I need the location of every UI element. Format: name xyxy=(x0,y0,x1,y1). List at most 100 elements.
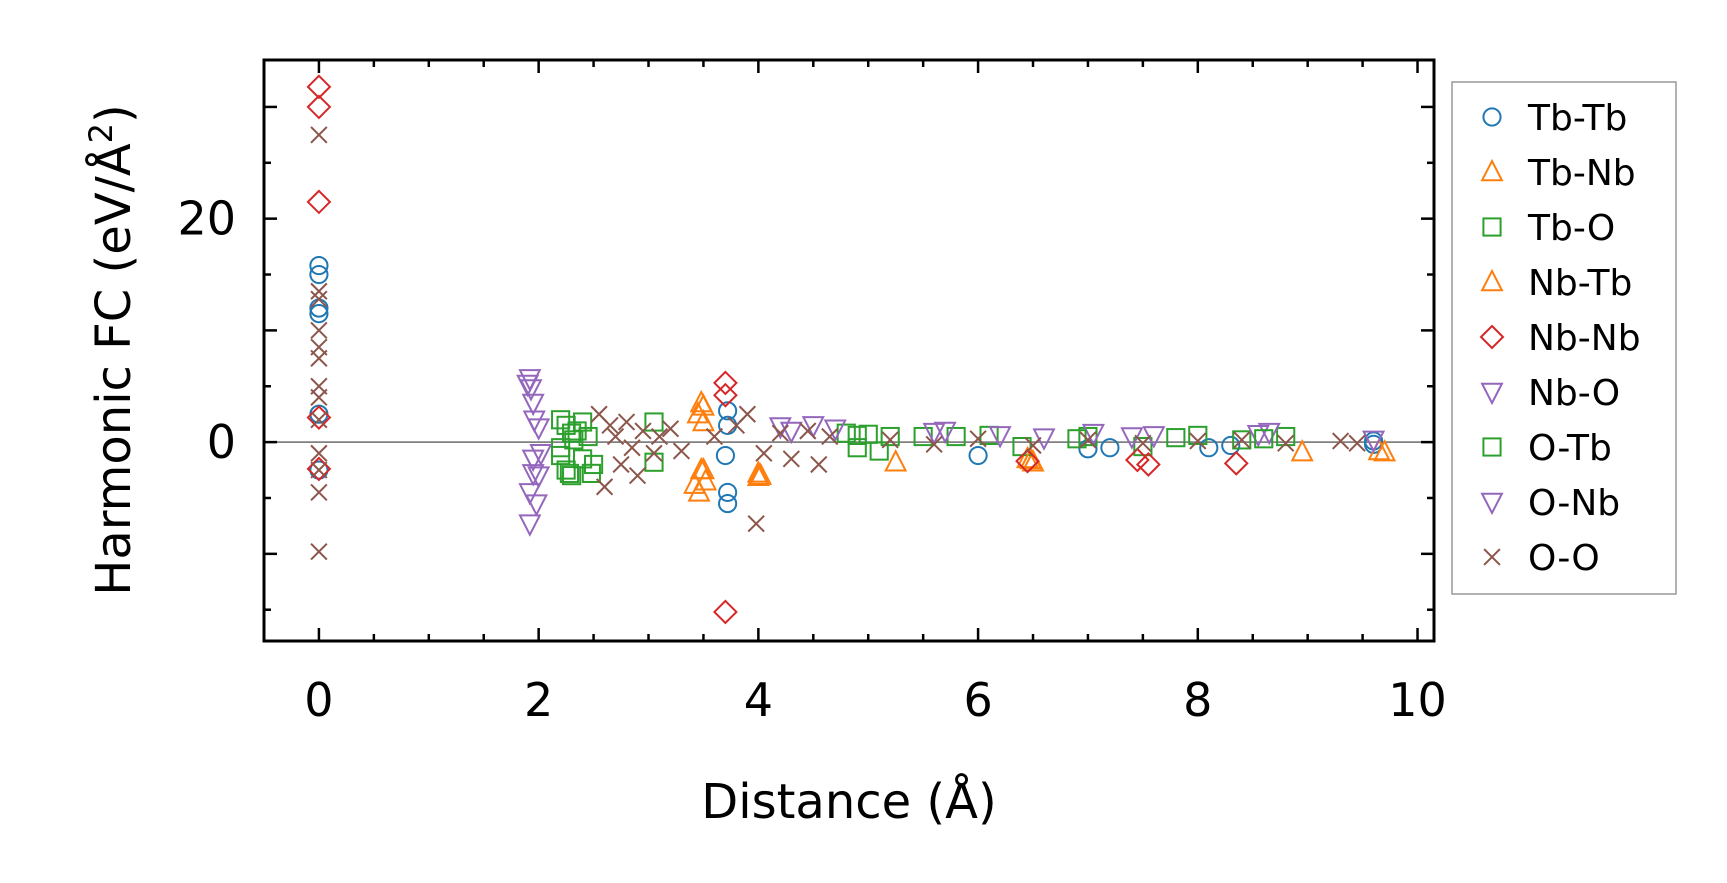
legend-entry-tb-nb: Tb-Nb xyxy=(1480,153,1636,194)
legend-entry-o-o: O-O xyxy=(1483,538,1600,579)
y-tick-label: 20 xyxy=(177,192,236,246)
data-point xyxy=(310,483,328,502)
data-point xyxy=(306,189,332,215)
data-point xyxy=(310,444,328,462)
series-nb-tb xyxy=(689,393,1397,491)
data-point xyxy=(1134,434,1152,452)
x-tick-label: 2 xyxy=(524,673,553,727)
data-point xyxy=(306,74,332,100)
data-point xyxy=(529,444,553,467)
data-point xyxy=(1348,434,1366,452)
y-axis-label: Harmonic FC (eV/Å2) xyxy=(82,104,142,596)
data-point xyxy=(306,456,332,482)
data-point xyxy=(821,427,839,446)
data-point xyxy=(551,410,571,430)
data-point xyxy=(310,290,328,308)
data-point xyxy=(782,450,800,468)
axis-ticks xyxy=(262,60,1434,641)
x-tick-label: 4 xyxy=(744,673,773,727)
data-point xyxy=(310,321,328,340)
legend-entry-o-nb: O-Nb xyxy=(1480,483,1620,524)
legend-marker xyxy=(1480,268,1504,292)
x-axis-label: Distance (Å) xyxy=(701,773,996,830)
data-point xyxy=(310,461,328,479)
data-point xyxy=(1290,438,1314,462)
legend-marker xyxy=(1482,217,1502,237)
data-point xyxy=(578,426,598,447)
data-point xyxy=(847,438,867,458)
data-point xyxy=(968,445,988,466)
data-point xyxy=(650,427,669,446)
data-point xyxy=(1233,431,1251,449)
legend-label: Tb-O xyxy=(1527,208,1615,249)
data-point xyxy=(884,449,908,472)
data-point xyxy=(310,542,328,561)
tick-labels: 0 2 4 6 8 10 0 20 xyxy=(177,192,1446,727)
data-point xyxy=(606,427,625,446)
data-point xyxy=(755,444,773,462)
data-point xyxy=(801,416,825,439)
data-point xyxy=(559,463,579,483)
data-point xyxy=(1081,423,1105,447)
data-point xyxy=(527,418,551,441)
data-point xyxy=(969,430,987,448)
data-point xyxy=(712,370,738,396)
data-point xyxy=(1254,429,1274,449)
data-point xyxy=(988,426,1012,449)
series-o-tb xyxy=(551,412,1274,483)
data-point xyxy=(738,405,757,423)
data-point xyxy=(1257,422,1281,446)
data-point xyxy=(823,419,847,442)
data-point xyxy=(712,382,738,408)
data-point xyxy=(1015,445,1040,469)
data-point xyxy=(634,422,652,440)
data-point xyxy=(705,427,724,446)
legend-marker xyxy=(1483,548,1501,566)
data-point xyxy=(1277,434,1295,452)
y-axis-label-main: Harmonic FC (eV/Å xyxy=(85,143,142,596)
data-point xyxy=(922,422,946,446)
data-point xyxy=(771,424,789,442)
data-point xyxy=(747,515,765,533)
series-o-o xyxy=(310,126,1366,561)
data-point xyxy=(1221,435,1241,456)
data-point xyxy=(746,463,770,487)
data-point xyxy=(1079,431,1097,449)
data-point xyxy=(518,483,542,506)
data-point xyxy=(1276,426,1296,447)
data-point xyxy=(310,388,328,407)
data-point xyxy=(562,466,582,486)
data-point xyxy=(556,460,576,480)
data-point xyxy=(518,514,542,537)
series-tb-tb xyxy=(309,256,1384,514)
data-point xyxy=(712,599,738,625)
data-point xyxy=(880,426,900,447)
legend-entry-tb-tb: Tb-Tb xyxy=(1482,98,1627,139)
legend: Tb-Tb Tb-Nb Tb-O Nb-Tb Nb-Nb Nb-O O-Tb O-Nb O-O xyxy=(1451,81,1677,595)
data-point xyxy=(1135,452,1161,477)
data-point xyxy=(524,494,548,517)
data-point xyxy=(1100,438,1120,458)
legend-label: O-O xyxy=(1528,538,1600,579)
data-point xyxy=(1246,425,1270,448)
series-nb-nb xyxy=(306,74,1249,625)
data-point xyxy=(309,256,329,276)
data-point xyxy=(617,413,636,431)
data-point xyxy=(718,493,738,514)
data-point xyxy=(1373,438,1397,462)
data-point xyxy=(309,264,329,285)
data-point xyxy=(691,393,715,416)
data-point xyxy=(1189,432,1207,450)
data-point xyxy=(810,455,828,474)
data-point xyxy=(799,422,817,440)
data-point xyxy=(645,444,663,462)
data-point xyxy=(715,445,735,466)
legend-marker xyxy=(1480,158,1504,182)
data-point xyxy=(310,126,328,144)
data-point xyxy=(1024,436,1042,455)
legend-marker xyxy=(1479,324,1505,350)
y-tick-label: 0 xyxy=(207,415,236,469)
data-point xyxy=(521,393,545,417)
data-point xyxy=(689,456,713,480)
data-point xyxy=(661,420,680,438)
